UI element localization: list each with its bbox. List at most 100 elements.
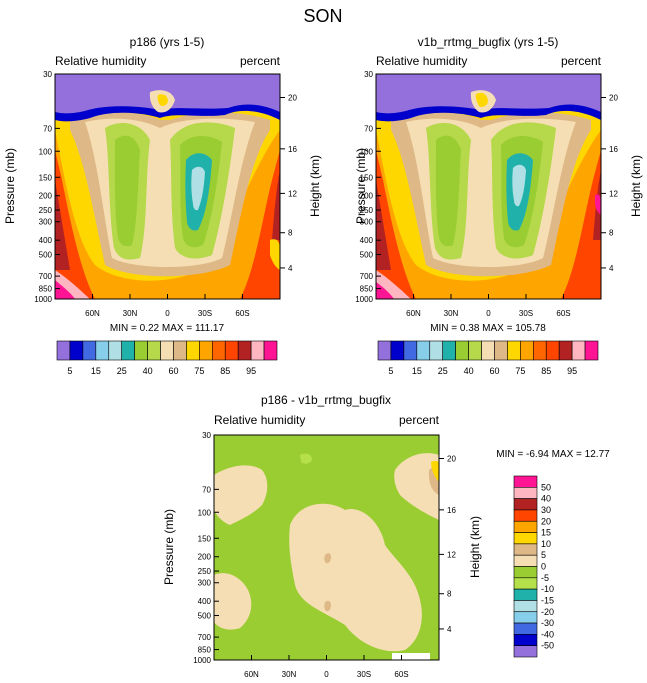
colorbar-label: -20	[541, 607, 554, 617]
colorbar-swatch	[545, 340, 560, 361]
panel-2-contour-field	[376, 74, 601, 299]
colorbar-label: 30	[541, 505, 551, 515]
panel-3-left-subtitle: Relative humidity	[214, 413, 305, 427]
latitude-tick-label: 30S	[357, 670, 371, 679]
pressure-tick-label: 150	[360, 173, 374, 182]
panel-3-title: p186 - v1b_rrtmg_bugfix	[261, 393, 391, 407]
height-tick-label: 4	[447, 625, 452, 634]
colorbar-swatch	[571, 340, 586, 361]
panel-3-right-subtitle: percent	[399, 413, 440, 427]
rh-40	[435, 135, 461, 247]
colorbar-swatch	[513, 509, 538, 522]
panel-1-title: p186 (yrs 1-5)	[130, 35, 205, 49]
rh-90	[55, 180, 70, 270]
colorbar-swatch	[186, 340, 200, 361]
rh-85	[240, 150, 280, 299]
panel-1-colorbar: 5 15 25 40 60 75 85 95	[56, 340, 278, 376]
colorbar-label: 15	[91, 366, 101, 376]
colorbar-label: 25	[438, 366, 448, 376]
panel-2-title: v1b_rrtmg_bugfix (yrs 1-5)	[418, 35, 559, 49]
pressure-tick-label: 250	[360, 206, 374, 215]
pressure-tick-label: 30	[43, 70, 52, 79]
colorbar-swatch	[584, 340, 599, 361]
panel-1: p186 (yrs 1-5) Relative humidity percent	[3, 35, 322, 376]
pressure-tick-label: 200	[360, 192, 374, 201]
rh-90	[272, 170, 280, 240]
diff-0-5	[289, 503, 422, 652]
rh-max	[595, 194, 601, 215]
colorbar-label: 40	[541, 494, 551, 504]
diff-minus10-minus5	[300, 453, 312, 464]
diff-5-10	[324, 601, 331, 612]
colorbar-label: 60	[168, 366, 178, 376]
pressure-tick-label: 100	[360, 147, 374, 156]
colorbar-swatch	[513, 498, 538, 511]
pressure-tick-label: 70	[43, 124, 52, 133]
height-tick-label: 20	[447, 455, 456, 464]
rh-75	[475, 92, 488, 107]
diff-0-5	[394, 453, 439, 520]
pressure-tick-label: 850	[39, 285, 53, 294]
panel-2-stats: MIN = 0.38 MAX = 105.78	[430, 323, 546, 334]
pressure-tick-label: 100	[39, 147, 53, 156]
rh-75	[270, 239, 280, 270]
latitude-tick-label: 0	[165, 309, 170, 318]
colorbar-swatch	[250, 340, 265, 361]
panel-1-stats: MIN = 0.22 MAX = 111.17	[110, 323, 225, 334]
rh-85	[561, 150, 601, 299]
panel-1-left-subtitle: Relative humidity	[55, 54, 146, 68]
colorbar-label: 40	[143, 366, 153, 376]
panel-2-right-subtitle: percent	[561, 54, 602, 68]
latitude-tick-label: 60N	[244, 670, 259, 679]
pressure-tick-label: 200	[39, 192, 53, 201]
pressure-tick-label: 30	[364, 70, 373, 79]
height-tick-label: 4	[288, 264, 293, 273]
colorbar-swatch	[160, 340, 174, 361]
rh-max	[55, 280, 75, 299]
rh-max	[376, 282, 394, 299]
panel-1-contour-field	[55, 74, 280, 299]
latitude-tick-label: 0	[324, 670, 329, 679]
colorbar-swatch	[224, 340, 239, 361]
colorbar-label: 10	[541, 539, 551, 549]
panel-1-ylabel: Pressure (mb)	[3, 148, 17, 224]
pressure-tick-label: 300	[39, 218, 53, 227]
height-tick-label: 12	[609, 189, 618, 198]
pressure-tick-label: 70	[202, 485, 211, 494]
pressure-tick-label: 150	[198, 534, 212, 543]
colorbar-swatch	[442, 340, 456, 361]
colorbar-swatch	[558, 340, 573, 361]
height-tick-label: 8	[447, 590, 452, 599]
colorbar-swatch	[263, 340, 278, 361]
colorbar-label: 15	[412, 366, 422, 376]
colorbar-label: 5	[67, 366, 72, 376]
panel-3-ylabel: Pressure (mb)	[162, 509, 176, 585]
height-tick-label: 16	[447, 506, 456, 515]
colorbar-swatch	[199, 340, 213, 361]
diff-0-5	[214, 465, 268, 525]
colorbar-label: 5	[541, 550, 546, 560]
pressure-tick-label: 100	[198, 508, 212, 517]
height-tick-label: 12	[288, 189, 297, 198]
colorbar-swatch	[121, 340, 135, 361]
pressure-tick-label: 500	[198, 612, 212, 621]
colorbar-swatch	[513, 520, 538, 533]
height-tick-label: 8	[609, 229, 614, 238]
pressure-tick-label: 400	[360, 236, 374, 245]
diff-minus5-0	[260, 509, 268, 519]
colorbar-swatch	[56, 340, 71, 361]
height-tick-label: 20	[609, 94, 618, 103]
pressure-tick-label: 700	[198, 633, 212, 642]
colorbar-label: 95	[246, 366, 256, 376]
colorbar-swatch	[513, 588, 538, 601]
pressure-tick-label: 300	[198, 579, 212, 588]
pressure-tick-label: 400	[39, 236, 53, 245]
colorbar-swatch	[494, 340, 508, 361]
pressure-tick-label: 500	[39, 251, 53, 260]
colorbar-swatch	[513, 611, 538, 624]
colorbar-swatch	[403, 340, 418, 361]
colorbar-swatch	[513, 645, 538, 658]
